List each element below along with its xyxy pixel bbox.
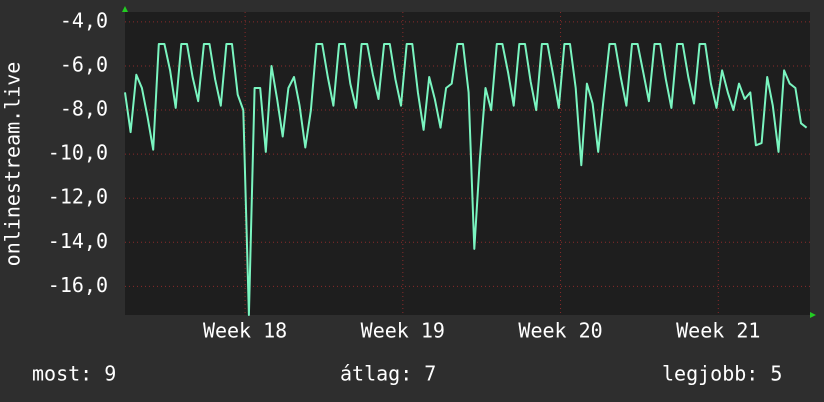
y-tick-label: -12,0 xyxy=(48,185,108,209)
y-tick-label: -10,0 xyxy=(48,141,108,165)
x-tick-label: Week 20 xyxy=(518,319,602,343)
axis-arrow xyxy=(810,312,816,318)
footer-best: legjobb: 5 xyxy=(662,362,782,386)
y-tick-label: -4,0 xyxy=(60,8,108,32)
y-axis-label: onlinestream.live xyxy=(1,62,25,267)
y-tick-label: -16,0 xyxy=(48,273,108,297)
y-tick-label: -6,0 xyxy=(60,52,108,76)
y-tick-label: -14,0 xyxy=(48,229,108,253)
footer-now: most: 9 xyxy=(32,362,116,386)
axis-arrow xyxy=(122,6,128,12)
x-tick-label: Week 18 xyxy=(203,319,287,343)
y-tick-label: -8,0 xyxy=(60,97,108,121)
data-line xyxy=(124,43,808,316)
x-tick-label: Week 21 xyxy=(676,319,760,343)
footer-average: átlag: 7 xyxy=(340,362,436,386)
plot-area xyxy=(125,12,810,315)
x-tick-label: Week 19 xyxy=(361,319,445,343)
